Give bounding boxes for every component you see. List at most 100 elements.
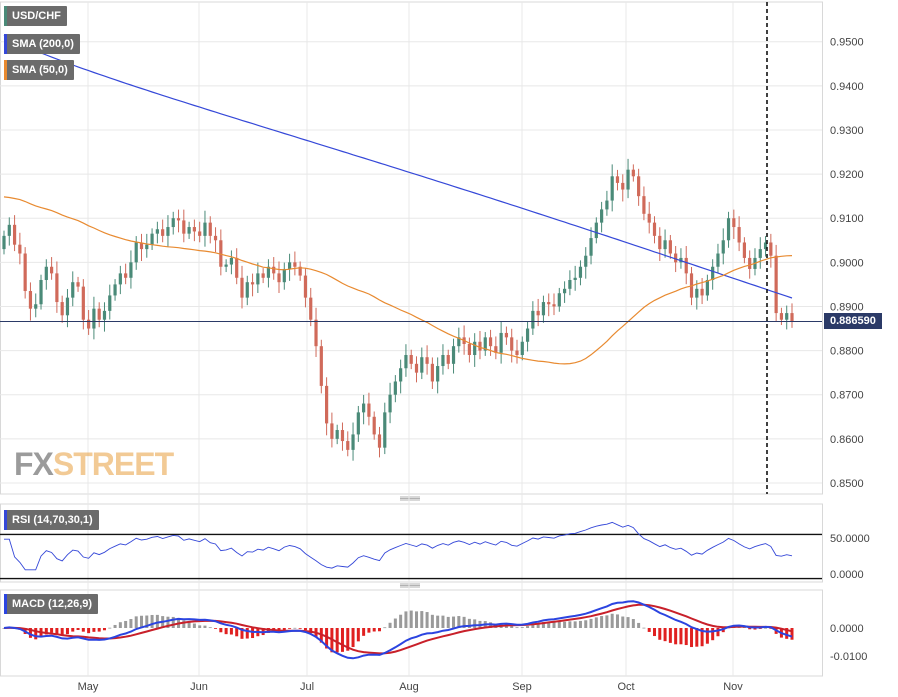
macd-histogram-bar — [76, 628, 80, 630]
macd-histogram-bar — [462, 616, 466, 628]
macd-signal-line — [3, 603, 793, 655]
macd-histogram-bar — [684, 628, 688, 646]
candle — [145, 233, 149, 258]
candle — [97, 302, 101, 328]
logo-fx: FX — [14, 446, 54, 482]
current-price-tag: 0.886590 — [824, 313, 882, 329]
candle-body — [198, 231, 202, 236]
candle — [515, 339, 519, 364]
rsi-tag[interactable]: RSI (14,70,30,1) — [4, 510, 99, 530]
candle-body — [129, 262, 133, 278]
price-tick-label: 0.9100 — [830, 213, 864, 225]
candle-body — [700, 288, 704, 296]
candle-body — [108, 295, 112, 311]
candle — [425, 345, 429, 375]
candle — [695, 280, 699, 310]
candle — [478, 330, 482, 360]
sma50-swatch — [4, 60, 7, 80]
month-label: Aug — [399, 681, 419, 693]
symbol-label: USD/CHF — [12, 10, 61, 22]
candle-body — [87, 319, 91, 329]
candle — [12, 215, 17, 252]
candle-body — [12, 224, 17, 245]
candle — [637, 168, 641, 206]
candle-body — [488, 337, 493, 347]
candle — [451, 338, 456, 374]
candle-body — [536, 310, 540, 316]
macd-histogram-bar — [594, 617, 598, 628]
macd-histogram-bar — [140, 615, 144, 628]
macd-histogram-bar — [589, 618, 593, 628]
candle-body — [621, 182, 625, 190]
candle-body — [145, 244, 149, 250]
macd-histogram-bar — [214, 628, 218, 629]
macd-histogram-bar — [510, 625, 514, 628]
price-tick-label: 0.9000 — [830, 257, 864, 269]
candle — [557, 287, 561, 312]
candle-body — [325, 385, 329, 424]
candle — [34, 293, 38, 318]
candle-body — [245, 282, 249, 298]
candle-body — [478, 341, 482, 351]
candle-body — [393, 381, 397, 395]
candle — [430, 357, 434, 389]
macd-histogram-bar — [621, 616, 625, 628]
macd-histogram-bar — [134, 616, 138, 628]
macd-histogram-bar — [536, 623, 540, 628]
candle-body — [388, 394, 392, 413]
candle — [309, 287, 313, 327]
rsi-line — [4, 521, 793, 571]
price-tick-label: 0.8500 — [830, 478, 864, 490]
candle-body — [277, 273, 281, 283]
candle — [314, 307, 318, 357]
candle — [161, 219, 165, 243]
candle-body — [420, 357, 424, 373]
candle — [23, 247, 27, 299]
macd-histogram-bar — [229, 628, 233, 635]
candle — [124, 263, 128, 285]
price-tick-label: 0.9200 — [830, 169, 864, 181]
candle — [240, 265, 244, 309]
candle — [467, 337, 471, 363]
macd-histogram-bar — [425, 612, 429, 628]
candle — [420, 347, 424, 380]
candle — [134, 236, 138, 270]
candle — [488, 329, 493, 356]
price-tick-label: 0.8600 — [830, 434, 864, 446]
macd-tag[interactable]: MACD (12,26,9) — [4, 594, 99, 614]
symbol-tag[interactable]: USD/CHF — [4, 6, 67, 26]
candle-body — [97, 308, 101, 320]
macd-histogram-bar — [367, 628, 371, 633]
candle — [235, 248, 239, 285]
sma200-tag[interactable]: SMA (200,0) — [4, 34, 80, 54]
macd-histogram-bar — [547, 621, 551, 628]
candle-body — [377, 434, 382, 448]
macd-histogram-bar — [409, 610, 413, 628]
macd-histogram-bar — [742, 627, 746, 628]
fxstreet-logo: FXSTREET — [14, 446, 174, 483]
candle-body — [769, 242, 773, 256]
macd-histogram-bar — [208, 627, 212, 629]
sma50-tag[interactable]: SMA (50,0) — [4, 60, 74, 80]
candle — [60, 295, 64, 323]
candle — [742, 237, 747, 264]
macd-histogram-bar — [55, 628, 59, 634]
macd-histogram-bar — [393, 618, 397, 628]
candle-body — [430, 363, 434, 382]
candle-body — [182, 220, 186, 234]
candle-body — [399, 368, 403, 382]
month-label: Sep — [512, 681, 532, 693]
price-tick-label: 0.8700 — [830, 390, 864, 402]
candle — [446, 349, 450, 370]
candle — [256, 262, 260, 294]
candle — [541, 295, 546, 323]
candle-body — [705, 279, 709, 296]
candle-body — [684, 257, 688, 274]
macd-histogram-bar — [235, 628, 239, 637]
candle — [621, 174, 625, 202]
candle-body — [541, 302, 546, 316]
candle — [166, 215, 170, 247]
candle-body — [494, 346, 498, 353]
candle-body — [166, 227, 170, 236]
